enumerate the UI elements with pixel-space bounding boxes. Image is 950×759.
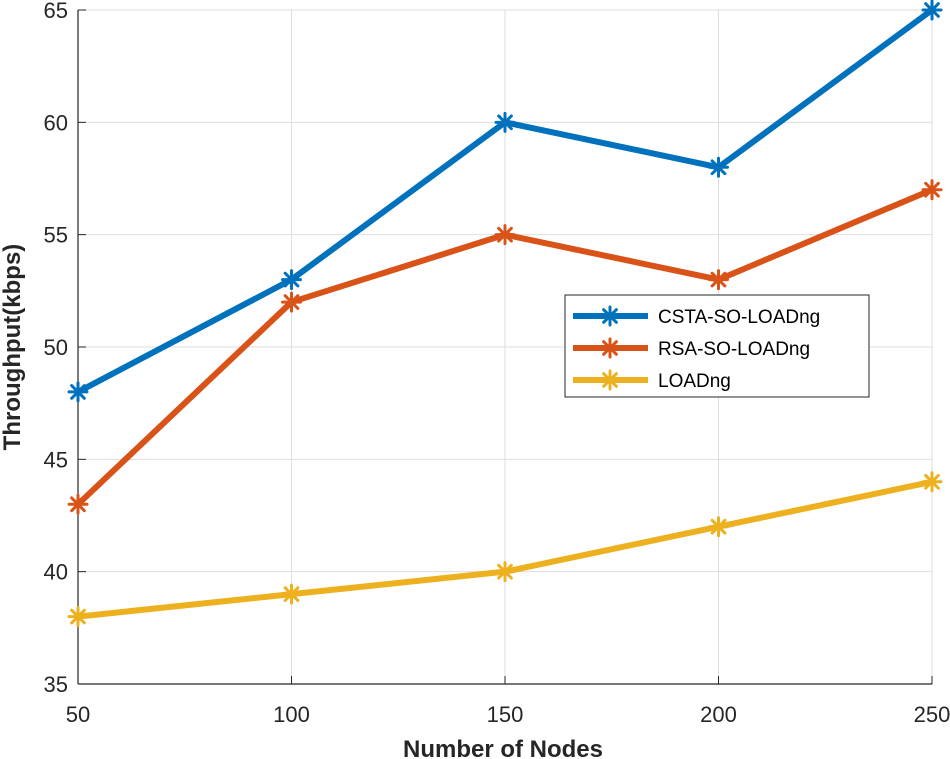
legend-item-rsa-so-loadng: RSA-SO-LOADng — [573, 337, 810, 360]
legend-label-loadng: LOADng — [658, 371, 731, 392]
legend-label-csta-so-loadng: CSTA-SO-LOADng — [658, 307, 820, 328]
x-tick-label-2: 150 — [487, 702, 524, 727]
data-point-rsa-so-loadng-50 — [67, 493, 89, 515]
x-tick-label-1: 100 — [273, 702, 310, 727]
legend-item-csta-so-loadng: CSTA-SO-LOADng — [573, 305, 820, 328]
legend-marker-rsa-so-loadng — [599, 337, 621, 359]
x-tick-label-0: 50 — [66, 702, 90, 727]
data-point-loadng-50 — [67, 606, 89, 628]
axes — [77, 9, 933, 685]
data-point-loadng-100 — [281, 583, 302, 605]
y-axis-title: Throughput(kbps) — [0, 244, 26, 451]
legend-marker-csta-so-loadng — [599, 305, 621, 327]
data-point-loadng-200 — [708, 516, 729, 538]
data-point-csta-so-loadng-100 — [281, 269, 302, 291]
y-tick-label-1: 40 — [44, 560, 68, 585]
data-point-loadng-250 — [921, 471, 943, 493]
data-point-csta-so-loadng-150 — [494, 111, 516, 133]
tick-labels: 50 100 150 200 250 35 40 45 50 55 60 65 — [44, 0, 950, 727]
data-point-rsa-so-loadng-150 — [494, 224, 516, 246]
data-point-rsa-so-loadng-100 — [281, 291, 302, 313]
y-tick-label-3: 50 — [44, 335, 68, 360]
legend: CSTA-SO-LOADng RSA-SO-LOADng LOADng — [564, 294, 870, 398]
x-axis-title: Number of Nodes — [403, 736, 603, 759]
data-point-csta-so-loadng-250 — [921, 0, 943, 21]
y-tick-label-5: 60 — [44, 110, 68, 135]
x-tick-label-4: 250 — [914, 702, 950, 727]
legend-item-loadng: LOADng — [573, 369, 731, 392]
x-tick-label-3: 200 — [700, 702, 737, 727]
legend-label-rsa-so-loadng: RSA-SO-LOADng — [658, 339, 810, 360]
y-tick-label-0: 35 — [44, 672, 68, 697]
y-tick-label-4: 55 — [44, 223, 68, 248]
data-series — [67, 0, 943, 628]
data-point-rsa-so-loadng-250 — [921, 179, 943, 201]
legend-marker-loadng — [599, 369, 621, 391]
y-tick-label-6: 65 — [44, 0, 68, 23]
data-point-rsa-so-loadng-200 — [708, 269, 729, 291]
data-point-csta-so-loadng-200 — [708, 156, 729, 178]
y-tick-label-2: 45 — [44, 447, 68, 472]
data-point-loadng-150 — [494, 561, 516, 583]
data-point-csta-so-loadng-50 — [67, 381, 89, 403]
